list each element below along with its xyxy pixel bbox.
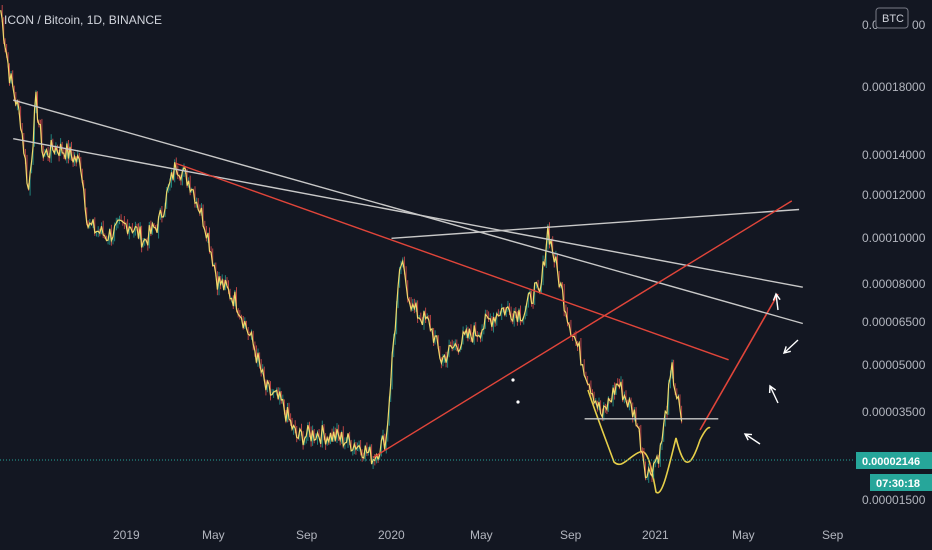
- arrow-down-left-1-icon: [782, 339, 799, 354]
- price-tick-1: 0.00014000: [862, 148, 926, 162]
- arrow-head: [782, 346, 791, 354]
- price-tick-3: 0.00010000: [862, 231, 926, 245]
- trendline-white-2[interactable]: [391, 208, 800, 239]
- annotation-layer: [511, 293, 779, 494]
- arrow-shaft: [783, 339, 799, 354]
- price-layer: [0, 5, 683, 483]
- arrow-up-2-icon: [772, 292, 781, 311]
- trendline-red-5[interactable]: [372, 200, 793, 459]
- time-tick-8: Sep: [822, 528, 844, 542]
- time-tick-3: 2020: [378, 528, 405, 542]
- time-tick-2: Sep: [296, 528, 318, 542]
- arrow-head: [768, 384, 777, 394]
- current-price-value: 0.00002146: [862, 456, 920, 468]
- arrow-head: [772, 292, 781, 301]
- countdown-value: 07:30:18: [876, 478, 920, 490]
- arrow-layer: [743, 292, 799, 445]
- time-tick-1: May: [202, 528, 225, 542]
- trendline-white-0[interactable]: [13, 99, 803, 325]
- marker-dot: [516, 400, 520, 404]
- price-series-line: [0, 10, 683, 479]
- currency-badge[interactable]: BTC: [875, 7, 909, 29]
- price-tick-top: 0.0: [862, 18, 879, 32]
- arrow-left-1-icon: [743, 433, 761, 445]
- current-price-tag: 0.00002146: [856, 452, 932, 469]
- price-tick-4: 0.00008000: [862, 277, 926, 291]
- marker-dot: [511, 378, 515, 382]
- arrow-up-1-icon: [768, 384, 779, 404]
- price-tick-5: 0.00006500: [862, 315, 926, 329]
- countdown-tag: 07:30:18: [870, 474, 932, 491]
- price-tick-2: 0.00012000: [862, 188, 926, 202]
- time-tick-6: 2021: [642, 528, 669, 542]
- time-axis[interactable]: 2019 May Sep 2020 May Sep 2021 May Sep: [113, 528, 844, 542]
- arrow-shaft: [775, 293, 779, 311]
- arrow-head: [743, 433, 753, 441]
- price-axis[interactable]: 0.0 00 0.00018000 0.00014000 0.00012000 …: [862, 18, 926, 507]
- price-tick-top-tail: 00: [912, 18, 926, 32]
- trendline-white-1[interactable]: [13, 138, 803, 288]
- price-tick-bottom: 0.00001500: [862, 493, 926, 507]
- arrow-shaft: [744, 433, 761, 445]
- trendline-red-4[interactable]: [176, 162, 729, 361]
- arrow-shaft: [769, 385, 779, 404]
- price-tick-0: 0.00018000: [862, 80, 926, 94]
- projection-curve: [587, 389, 711, 494]
- currency-badge-label: BTC: [882, 13, 904, 25]
- time-tick-5: Sep: [560, 528, 582, 542]
- time-tick-0: 2019: [113, 528, 140, 542]
- time-tick-4: May: [470, 528, 493, 542]
- time-tick-7: May: [732, 528, 755, 542]
- chart-title: ICON / Bitcoin, 1D, BINANCE: [4, 13, 162, 27]
- projection-leg: [699, 293, 779, 431]
- trendline-layer[interactable]: [13, 99, 803, 459]
- price-tick-6: 0.00005000: [862, 358, 926, 372]
- price-tick-7: 0.00003500: [862, 405, 926, 419]
